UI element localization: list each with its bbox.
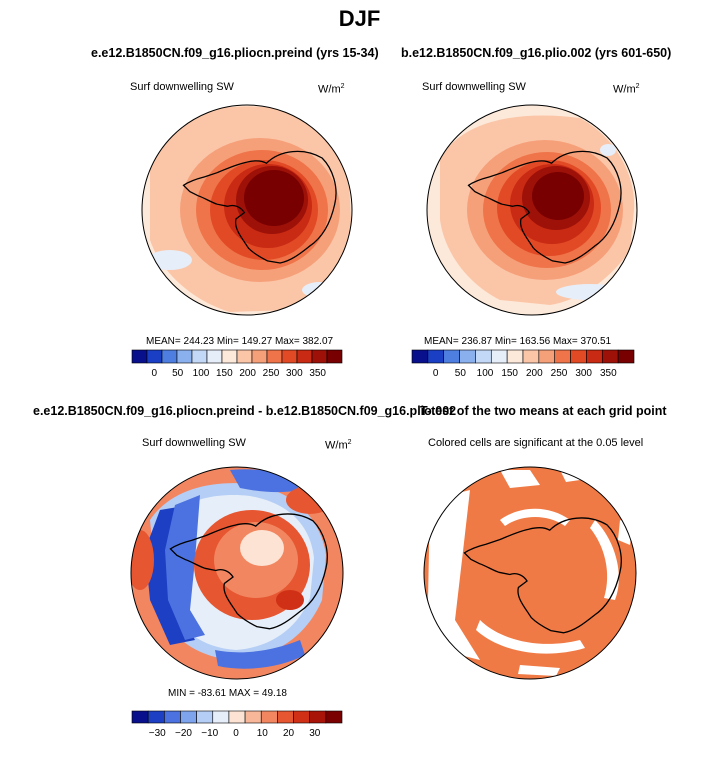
panel-difference-map — [131, 467, 343, 679]
panel-difference-colorbar-swatch — [131, 710, 149, 724]
panel-case-map — [142, 105, 352, 315]
panel-control-colorbar-swatch — [490, 349, 508, 364]
panel-case-colorbar-tick-label: 150 — [216, 368, 233, 379]
panel-difference-colorbar: −30 −20 −10 0 10 20 30 — [131, 710, 343, 739]
panel-control-colorbar-tick-label: 0 — [433, 368, 439, 379]
panel-difference-colorbar-swatch — [147, 710, 165, 724]
panel-case-colorbar-tick-label: 250 — [263, 368, 280, 379]
panel-difference-colorbar-tick-label: 0 — [233, 728, 239, 739]
panel-difference-colorbar-swatch — [277, 710, 294, 724]
panel-difference-variable: Surf downwelling SW — [142, 437, 246, 449]
panel-control-colorbar-swatch — [443, 349, 460, 364]
panel-case-colorbar-swatch — [221, 349, 238, 364]
panel-ttest-title: T-test of the two means at each grid poi… — [420, 404, 667, 418]
panel-difference-colorbar-tick-label: 20 — [283, 728, 295, 739]
panel-control-colorbar-swatch — [538, 349, 556, 364]
panel-difference-colorbar-tick-label: 10 — [257, 728, 269, 739]
panel-case-colorbar-tick-label: 300 — [286, 368, 303, 379]
panel-ttest-border — [423, 466, 637, 680]
panel-control-colorbar-tick-label: 300 — [575, 368, 592, 379]
panel-difference-title: e.e12.B1850CN.f09_g16.pliocn.preind - b.… — [33, 404, 457, 418]
panel-case-colorbar-tick-label: 50 — [172, 368, 184, 379]
panel-case-colorbar-swatch — [311, 349, 328, 364]
panel-case-colorbar-swatch — [146, 349, 163, 364]
panel-difference-colorbar-swatch — [196, 710, 214, 724]
panel-case-colorbar-swatch — [176, 349, 193, 364]
panel-control-units: W/m2 — [613, 83, 640, 96]
panel-ttest-map — [424, 467, 636, 679]
panel-control-colorbar-swatch — [617, 349, 635, 364]
panel-case-colorbar-swatch — [161, 349, 178, 364]
panel-difference-colorbar-tick-label: −10 — [201, 728, 218, 739]
panel-case-title: e.e12.B1850CN.f09_g16.pliocn.preind (yrs… — [91, 46, 379, 60]
panel-control-colorbar-swatch — [522, 349, 540, 364]
panel-difference-colorbar-swatch — [228, 710, 246, 724]
panel-control-colorbar-tick-label: 150 — [501, 368, 518, 379]
panel-control-colorbar-swatch — [506, 349, 524, 364]
panel-case-colorbar-swatch — [206, 349, 223, 364]
panel-control-title: b.e12.B1850CN.f09_g16.plio.002 (yrs 601-… — [401, 46, 672, 60]
panel-control-colorbar: 0 50 100 150 200 250 300 350 — [411, 349, 635, 379]
panel-control-colorbar-swatch — [459, 349, 476, 364]
panel-case-border — [141, 104, 353, 316]
panel-control-stats: MEAN= 236.87 Min= 163.56 Max= 370.51 — [424, 336, 612, 347]
panel-control-colorbar-swatch — [586, 349, 603, 364]
panel-difference-colorbar-swatch — [325, 710, 343, 724]
panel-control-colorbar-swatch — [554, 349, 571, 364]
panel-case-colorbar-tick-label: 350 — [309, 368, 326, 379]
panel-difference-colorbar-swatch — [180, 710, 197, 724]
panel-case-colorbar-swatch — [191, 349, 208, 364]
panel-case-units: W/m2 — [318, 83, 345, 96]
panel-control-colorbar-swatch — [411, 349, 429, 364]
panel-control-colorbar-tick-label: 200 — [526, 368, 543, 379]
panel-control-colorbar-swatch — [601, 349, 619, 364]
panel-control-colorbar-tick-label: 350 — [600, 368, 617, 379]
panel-case-colorbar-tick-label: 200 — [239, 368, 256, 379]
panel-control-colorbar-swatch — [475, 349, 492, 364]
panel-case-variable: Surf downwelling SW — [130, 81, 234, 93]
panel-case-colorbar-swatch — [251, 349, 268, 364]
panel-difference-units: W/m2 — [325, 439, 352, 452]
panel-control-colorbar-tick-label: 100 — [477, 368, 494, 379]
panel-control-map — [427, 105, 637, 315]
panel-case-colorbar-swatch — [236, 349, 253, 364]
panel-difference-colorbar-swatch — [244, 710, 262, 724]
panel-difference-stats: MIN = -83.61 MAX = 49.18 — [168, 688, 287, 699]
panel-case-colorbar-swatch — [131, 349, 148, 364]
panel-case-colorbar-tick-label: 0 — [152, 368, 158, 379]
panel-case-colorbar: 0 50 100 150 200 250 300 350 — [131, 349, 343, 379]
panel-control-colorbar-tick-label: 250 — [551, 368, 568, 379]
panel-difference-colorbar-swatch — [293, 710, 310, 724]
panel-control-colorbar-tick-label: 50 — [455, 368, 467, 379]
panel-difference-colorbar-swatch — [164, 710, 181, 724]
panel-difference-colorbar-swatch — [260, 710, 278, 724]
panel-control-colorbar-swatch — [427, 349, 445, 364]
panel-case-colorbar-swatch — [296, 349, 313, 364]
panel-case-colorbar-swatch — [326, 349, 343, 364]
panel-control-colorbar-swatch — [570, 349, 587, 364]
panel-difference-colorbar-tick-label: −20 — [175, 728, 192, 739]
panel-difference-colorbar-swatch — [212, 710, 230, 724]
figure-title: DJF — [338, 6, 381, 31]
panel-case-stats: MEAN= 244.23 Min= 149.27 Max= 382.07 — [146, 336, 334, 347]
panel-case-colorbar-swatch — [281, 349, 298, 364]
panel-control-variable: Surf downwelling SW — [422, 81, 526, 93]
panel-case-colorbar-swatch — [266, 349, 283, 364]
panel-ttest-note: Colored cells are significant at the 0.0… — [428, 437, 644, 449]
panel-case-colorbar-tick-label: 100 — [193, 368, 210, 379]
panel-control-border — [426, 104, 638, 316]
panel-difference-colorbar-swatch — [309, 710, 327, 724]
panel-difference-border — [130, 466, 344, 680]
panel-difference-colorbar-tick-label: −30 — [149, 728, 166, 739]
panel-difference-colorbar-tick-label: 30 — [309, 728, 321, 739]
